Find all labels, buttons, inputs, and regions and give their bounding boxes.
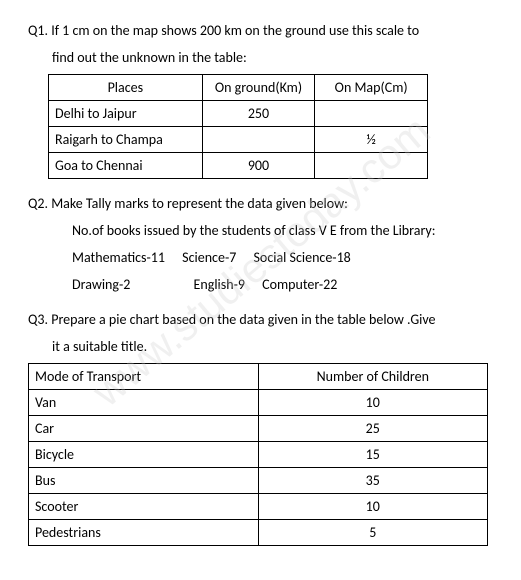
table-row: Car 25	[29, 416, 488, 442]
q1-line1: Q1. If 1 cm on the map shows 200 km on t…	[28, 20, 493, 41]
table-row: Bicycle 15	[29, 442, 488, 468]
cell-count: 35	[258, 468, 487, 494]
q2-prompt: Q2. Make Tally marks to represent the da…	[28, 193, 493, 214]
table-row: Scooter 10	[29, 494, 488, 520]
table-row: Raigarh to Champa ½	[49, 127, 428, 153]
q3-line2: it a suitable title.	[28, 336, 493, 357]
q1-line2: find out the unknown in the table:	[28, 47, 493, 68]
cell-ground: 900	[202, 153, 315, 179]
subject-item: Computer-22	[262, 276, 337, 293]
table-row: Van 10	[29, 390, 488, 416]
q3-header-mode: Mode of Transport	[29, 364, 259, 390]
subject-item: Science-7	[182, 249, 236, 266]
table-header-row: Mode of Transport Number of Children	[29, 364, 488, 390]
table-row: Pedestrians 5	[29, 520, 488, 546]
table-header-row: Places On ground(Km) On Map(Cm)	[49, 75, 428, 101]
subject-item: Mathematics-11	[72, 249, 165, 266]
cell-mode: Van	[29, 390, 259, 416]
cell-mode: Bus	[29, 468, 259, 494]
cell-map	[315, 153, 428, 179]
subject-item: English-9	[194, 276, 245, 293]
cell-place: Raigarh to Champa	[49, 127, 203, 153]
q2-sub1: No.of books issued by the students of cl…	[28, 220, 493, 241]
cell-map: ½	[315, 127, 428, 153]
cell-mode: Scooter	[29, 494, 259, 520]
cell-count: 25	[258, 416, 487, 442]
cell-count: 10	[258, 390, 487, 416]
cell-ground: 250	[202, 101, 315, 127]
q1-header-places: Places	[49, 75, 203, 101]
q3-header-children: Number of Children	[258, 364, 487, 390]
q2-subjects-row1: Mathematics-11 Science-7 Social Science-…	[28, 247, 493, 268]
cell-map	[315, 101, 428, 127]
cell-count: 15	[258, 442, 487, 468]
q1-header-ground: On ground(Km)	[202, 75, 315, 101]
table-row: Delhi to Jaipur 250	[49, 101, 428, 127]
q2-subjects-row2: Drawing-2 English-9 Computer-22	[28, 274, 493, 295]
cell-mode: Car	[29, 416, 259, 442]
cell-place: Delhi to Jaipur	[49, 101, 203, 127]
subject-item: Social Science-18	[254, 249, 351, 266]
cell-place: Goa to Chennai	[49, 153, 203, 179]
cell-count: 5	[258, 520, 487, 546]
subject-item: Drawing-2	[72, 276, 130, 293]
q1-header-map: On Map(Cm)	[315, 75, 428, 101]
q1-table: Places On ground(Km) On Map(Cm) Delhi to…	[48, 74, 428, 179]
table-row: Goa to Chennai 900	[49, 153, 428, 179]
cell-mode: Pedestrians	[29, 520, 259, 546]
cell-ground	[202, 127, 315, 153]
q3-table: Mode of Transport Number of Children Van…	[28, 363, 488, 546]
table-row: Bus 35	[29, 468, 488, 494]
q3-line1: Q3. Prepare a pie chart based on the dat…	[28, 309, 493, 330]
cell-count: 10	[258, 494, 487, 520]
cell-mode: Bicycle	[29, 442, 259, 468]
